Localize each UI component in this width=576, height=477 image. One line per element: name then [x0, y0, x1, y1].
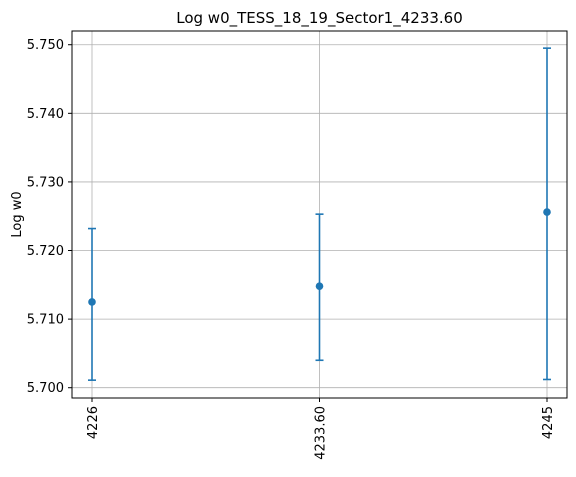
y-tick-label: 5.700 [27, 381, 64, 396]
y-axis-label: Log w0 [10, 191, 25, 237]
x-tick-label: 4226 [86, 406, 101, 439]
axis-ticks: 5.700 5.710 5.720 5.730 5.740 5.750 4226 4233.6… [27, 38, 556, 460]
x-tick-label: 4233.60 [314, 406, 329, 460]
data-point [315, 282, 324, 290]
data-points [88, 208, 551, 306]
y-tick-label: 5.730 [27, 175, 64, 190]
y-tick-label: 5.740 [27, 107, 64, 122]
chart-title: Log w0_TESS_18_19_Sector1_4233.60 [176, 9, 463, 28]
y-tick-label: 5.710 [27, 313, 64, 328]
y-tick-label: 5.720 [27, 244, 64, 259]
data-point [88, 298, 96, 306]
data-point [543, 208, 551, 216]
y-tick-label: 5.750 [27, 38, 64, 53]
x-tick-label: 4245 [541, 406, 556, 439]
